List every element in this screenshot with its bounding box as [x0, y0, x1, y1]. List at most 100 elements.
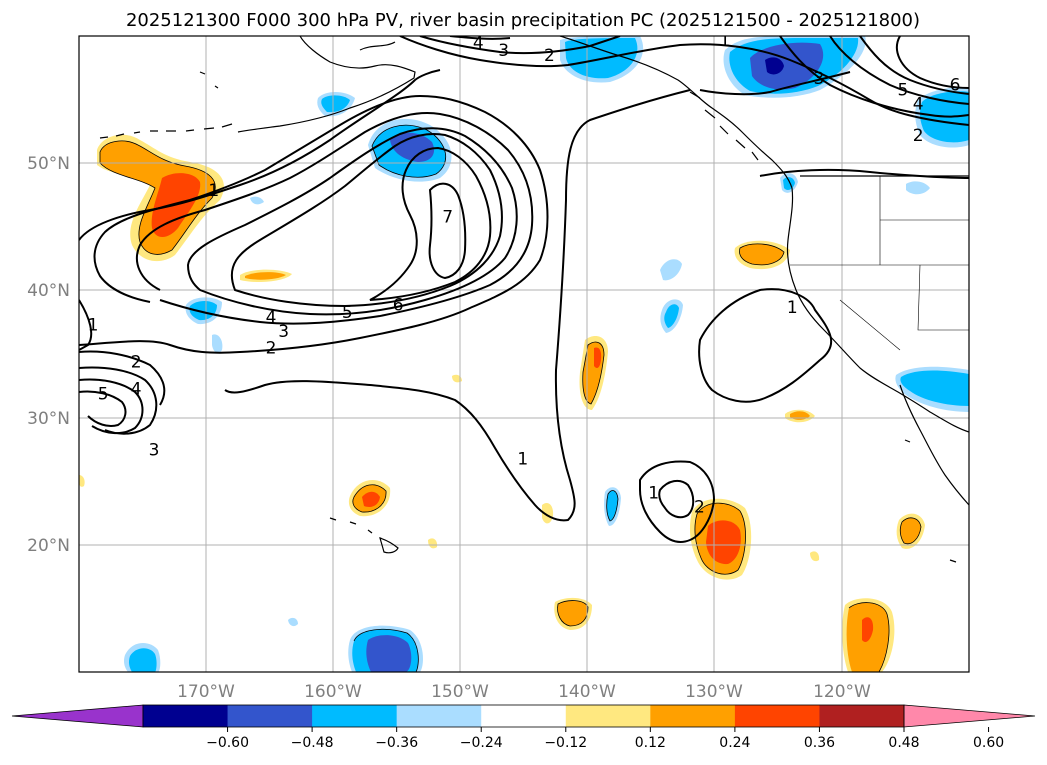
colorbar-segment — [227, 705, 313, 727]
anomaly-outline — [848, 602, 890, 672]
pv-contour-7 — [428, 182, 467, 280]
pv-contour-3 — [779, 36, 969, 118]
negative-anomaly-area — [750, 42, 824, 90]
lon-tick-130w: 130°W — [685, 682, 743, 702]
negative-anomaly-area — [189, 300, 217, 321]
colorbar-tick-label: 0.48 — [888, 735, 919, 751]
colorbar: −0.60 −0.48 −0.36 −0.24 −0.12 0.12 0.24 0.36 0.4… — [11, 704, 1036, 751]
positive-anomaly-area — [810, 551, 820, 562]
positive-anomaly-area — [862, 617, 874, 642]
pv-contour-4 — [79, 378, 144, 434]
colorbar-segment — [565, 705, 651, 727]
map-frame — [78, 35, 970, 673]
contour-label: 4 — [266, 308, 277, 328]
lon-tick-150w: 150°W — [431, 682, 489, 702]
colorbar-tick-label: −0.36 — [375, 735, 418, 751]
hawaiian-islands — [329, 517, 399, 554]
colorbar-tick-label: 0.24 — [719, 735, 750, 751]
contour-label: 7 — [442, 208, 453, 228]
pv-contour-4 — [829, 36, 969, 105]
alaska-coastline — [237, 36, 416, 133]
contour-label: 2 — [266, 339, 277, 359]
pv-contour-1 — [698, 288, 833, 403]
negative-anomaly-area — [366, 635, 412, 672]
lat-axis: 50°N 40°N 30°N 20°N — [27, 154, 70, 556]
negative-anomaly-area — [606, 490, 618, 521]
contour-label: 2 — [694, 498, 705, 518]
negative-anomaly-area — [212, 334, 223, 353]
alaska-coastline — [359, 41, 396, 51]
anomaly-outline — [582, 341, 605, 405]
map-title: 2025121300 F000 300 hPa PV, river basin … — [126, 10, 920, 31]
colorbar-segment — [396, 705, 482, 727]
contour-label: 5 — [897, 80, 908, 100]
contour-label: 1 — [208, 181, 219, 201]
contour-label: 2 — [544, 46, 555, 66]
pv-contour-3 — [79, 366, 158, 435]
pv-contour-2 — [399, 36, 969, 126]
pv-contour-2 — [79, 94, 549, 354]
anomaly-outline — [899, 517, 922, 545]
us-west-coastline — [786, 187, 969, 433]
pv-contour-6 — [369, 146, 492, 301]
negative-anomaly-area — [321, 95, 350, 113]
pv-contour-5 — [859, 36, 969, 95]
aleutian-islands — [99, 123, 233, 139]
colorbar-extend-low — [11, 704, 144, 728]
contour-label: 1 — [517, 449, 528, 469]
anomaly-outline — [557, 600, 589, 627]
anomaly-outline — [371, 124, 447, 178]
pv-contour-1 — [224, 89, 691, 522]
lon-axis: 170°W 160°W 150°W 140°W 130°W 120°W — [177, 682, 871, 702]
colorbar-tick-label: −0.24 — [460, 735, 503, 751]
coastlines — [99, 36, 969, 563]
contour-label: 2 — [913, 126, 924, 146]
colorbar-tick-label: 0.60 — [973, 735, 1004, 751]
coastal-islands — [689, 91, 759, 161]
pv-contour-5 — [79, 390, 127, 427]
positive-anomaly-area — [79, 475, 85, 487]
colorbar-tick-label: −0.12 — [544, 735, 587, 751]
contour-label: 4 — [473, 33, 484, 53]
contour-label: 6 — [393, 295, 404, 315]
contour-label: 3 — [278, 322, 289, 342]
colorbar-segment — [312, 705, 398, 727]
colorbar-tick-label: 0.12 — [635, 735, 666, 751]
positive-anomaly-area — [594, 347, 602, 368]
lon-tick-140w: 140°W — [558, 682, 616, 702]
positive-anomaly-area — [900, 517, 921, 544]
colorbar-segment — [650, 705, 736, 727]
positive-anomaly-area — [557, 600, 588, 626]
lon-tick-160w: 160°W — [304, 682, 362, 702]
colorbar-segment — [481, 705, 567, 727]
contour-label: 1 — [88, 316, 99, 336]
positive-anomaly-area — [739, 243, 784, 265]
anomaly-outline — [739, 243, 785, 266]
pv-contours — [79, 36, 969, 543]
pv-contour-5 — [230, 133, 503, 308]
pv-contour-4 — [186, 127, 518, 316]
contour-label: 3 — [498, 41, 509, 61]
anomaly-outline — [606, 490, 619, 522]
contour-label: 2 — [131, 353, 142, 373]
colorbar-tick-label: 0.36 — [804, 735, 835, 751]
contour-label: 1 — [719, 31, 730, 51]
positive-anomaly-area — [706, 520, 741, 565]
pv-contour-1 — [699, 71, 851, 96]
lat-tick-20n: 20°N — [27, 536, 70, 556]
negative-anomaly-area — [906, 181, 930, 195]
negative-anomaly-area — [288, 617, 298, 627]
contour-label: 3 — [814, 69, 825, 89]
pv-contour-2 — [658, 479, 695, 519]
lat-tick-50n: 50°N — [27, 154, 70, 174]
lat-tick-30n: 30°N — [27, 409, 70, 429]
colorbar-tick-label: −0.48 — [291, 735, 334, 751]
lat-tick-40n: 40°N — [27, 281, 70, 301]
contour-label: 5 — [98, 384, 109, 404]
contour-label: 3 — [149, 440, 160, 460]
negative-anomaly-area — [250, 196, 264, 205]
pv-contour-3 — [419, 36, 621, 55]
